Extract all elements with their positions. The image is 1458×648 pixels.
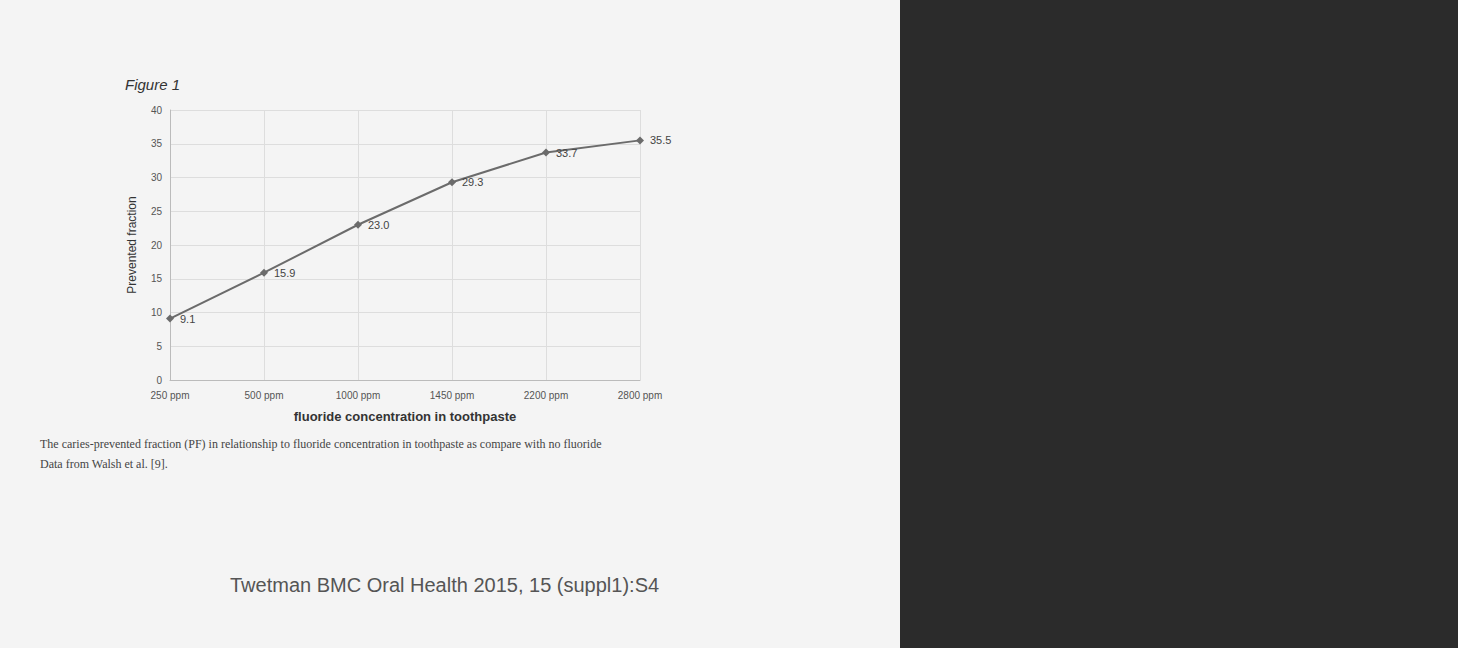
svg-text:29.3: 29.3 bbox=[462, 176, 483, 188]
svg-text:10: 10 bbox=[151, 307, 163, 318]
svg-text:9.1: 9.1 bbox=[180, 313, 195, 325]
svg-text:35.5: 35.5 bbox=[650, 134, 671, 146]
svg-text:2800 ppm: 2800 ppm bbox=[618, 390, 662, 401]
svg-text:Data from Walsh et al. [9].: Data from Walsh et al. [9]. bbox=[40, 457, 168, 471]
svg-text:33.7: 33.7 bbox=[556, 147, 577, 159]
svg-text:15: 15 bbox=[151, 273, 163, 284]
svg-text:40: 40 bbox=[151, 105, 163, 116]
svg-text:Twetman BMC Oral Health 2015,: Twetman BMC Oral Health 2015, 15 (suppl1… bbox=[230, 574, 659, 596]
svg-text:fluoride concentration in toot: fluoride concentration in toothpaste bbox=[294, 409, 516, 424]
svg-text:0: 0 bbox=[156, 375, 162, 386]
svg-text:5: 5 bbox=[156, 341, 162, 352]
svg-text:Figure 1: Figure 1 bbox=[125, 76, 180, 93]
svg-text:25: 25 bbox=[151, 206, 163, 217]
svg-text:The caries-prevented fraction: The caries-prevented fraction (PF) in re… bbox=[40, 437, 602, 451]
svg-text:500 ppm: 500 ppm bbox=[245, 390, 284, 401]
svg-text:2200 ppm: 2200 ppm bbox=[524, 390, 568, 401]
svg-text:15.9: 15.9 bbox=[274, 267, 295, 279]
svg-text:1000 ppm: 1000 ppm bbox=[336, 390, 380, 401]
svg-text:250 ppm: 250 ppm bbox=[151, 390, 190, 401]
svg-text:23.0: 23.0 bbox=[368, 219, 389, 231]
svg-text:20: 20 bbox=[151, 240, 163, 251]
svg-text:1450 ppm: 1450 ppm bbox=[430, 390, 474, 401]
svg-text:Prevented fraction: Prevented fraction bbox=[125, 196, 139, 293]
svg-text:30: 30 bbox=[151, 172, 163, 183]
svg-text:35: 35 bbox=[151, 138, 163, 149]
